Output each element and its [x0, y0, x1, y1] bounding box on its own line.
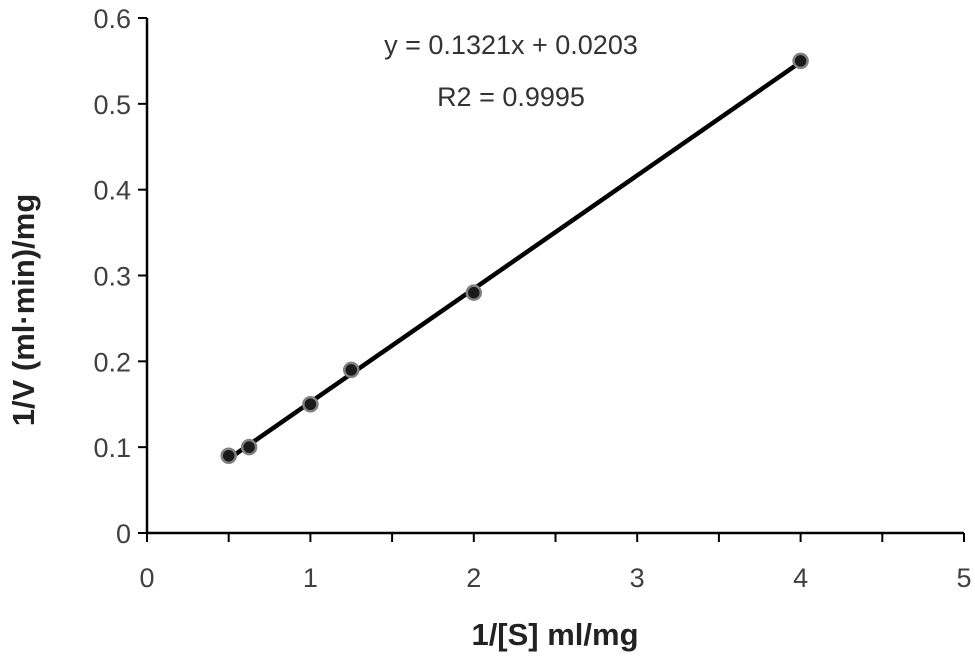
x-tick-label: 5 [956, 563, 971, 593]
x-tick-labels: 0 1 2 3 4 5 [139, 563, 971, 593]
y-tick-label: 0.3 [93, 262, 131, 292]
y-axis-title: 1/V (ml·min)/mg [6, 194, 41, 427]
data-points [220, 52, 809, 464]
y-tick-label: 0.6 [93, 4, 131, 34]
equation-label: y = 0.1321x + 0.0203 [384, 30, 638, 60]
y-tick-label: 0.2 [93, 347, 131, 377]
x-tick-label: 0 [139, 563, 154, 593]
x-axis-title: 1/[S] ml/mg [471, 617, 638, 652]
data-point [343, 361, 360, 379]
y-tick-labels: 0 0.1 0.2 0.3 0.4 0.5 0.6 [93, 4, 131, 549]
y-tick-label: 0 [116, 519, 131, 549]
y-tick-label: 0.1 [93, 433, 131, 463]
x-tick-label: 1 [303, 563, 318, 593]
data-point [302, 396, 319, 413]
y-tick-label: 0.5 [93, 90, 131, 120]
x-ticks [146, 533, 965, 542]
y-tick-label: 0.4 [93, 176, 131, 206]
data-point [220, 447, 237, 464]
trendline [227, 60, 802, 461]
x-tick-label: 3 [630, 563, 645, 593]
r-squared-label: R2 = 0.9995 [437, 82, 585, 112]
data-point [465, 284, 483, 301]
x-tick-label: 2 [466, 563, 481, 593]
x-tick-label: 4 [793, 563, 808, 593]
y-ticks [138, 17, 147, 534]
data-point [240, 438, 258, 456]
data-point [792, 52, 809, 70]
